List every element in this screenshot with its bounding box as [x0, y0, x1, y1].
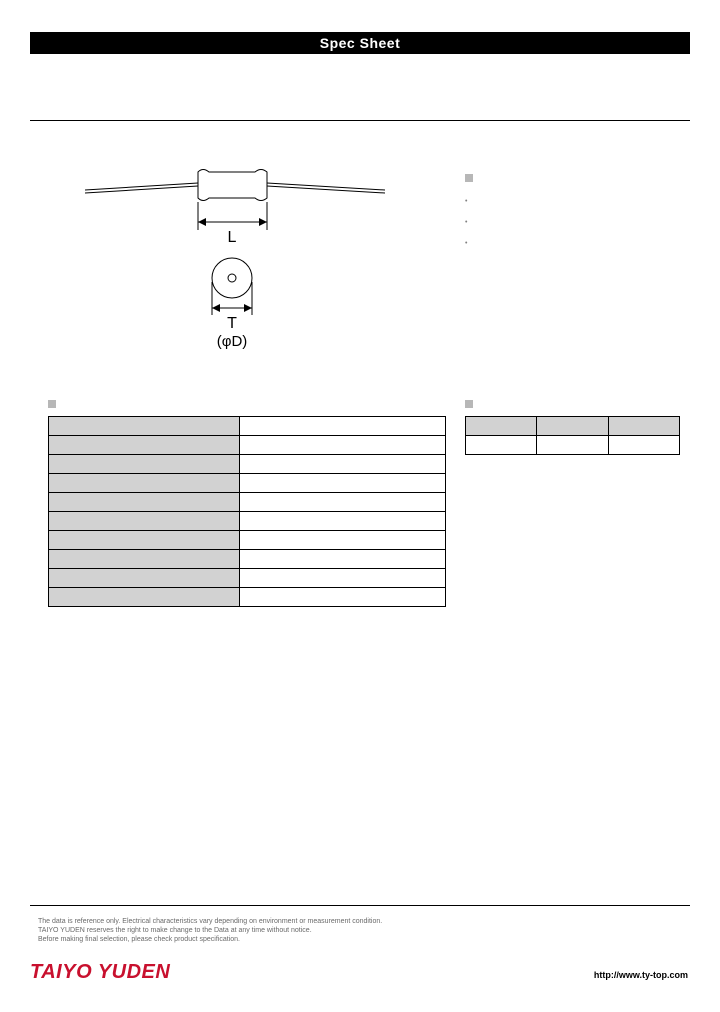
elec-value — [239, 512, 445, 531]
mech-cell — [466, 417, 537, 436]
elec-value — [239, 455, 445, 474]
mech-cell — [537, 436, 608, 455]
bullet-icon — [465, 400, 473, 408]
mechanical-block — [465, 398, 680, 455]
feature-item: • — [465, 240, 675, 247]
elec-value — [239, 531, 445, 550]
elec-value — [239, 417, 445, 436]
brand-logo: TAIYO YUDEN — [30, 961, 170, 984]
elec-label — [49, 493, 240, 512]
feature-item: • — [465, 219, 675, 226]
divider-top — [30, 120, 690, 121]
electrical-block — [48, 398, 446, 607]
elec-value — [239, 588, 445, 607]
elec-label — [49, 455, 240, 474]
elec-label — [49, 569, 240, 588]
footer-url[interactable]: http://www.ty-top.com — [594, 970, 688, 980]
elec-label — [49, 588, 240, 607]
elec-label — [49, 436, 240, 455]
elec-label — [49, 531, 240, 550]
disclaimer-line: Before making final selection, please ch… — [38, 935, 382, 944]
feature-item: • — [465, 198, 675, 205]
dim-label-T: T — [227, 315, 237, 332]
disclaimer-line: TAIYO YUDEN reserves the right to make c… — [38, 926, 382, 935]
electrical-table — [48, 416, 446, 607]
bullet-icon — [465, 174, 473, 182]
mech-cell — [608, 436, 679, 455]
component-diagram: L T (φD) — [85, 160, 385, 350]
disclaimer-line: The data is reference only. Electrical c… — [38, 917, 382, 926]
elec-value — [239, 569, 445, 588]
elec-value — [239, 474, 445, 493]
elec-value — [239, 550, 445, 569]
elec-label — [49, 550, 240, 569]
spec-sheet-header: Spec Sheet — [30, 32, 690, 54]
dim-label-phiD: (φD) — [217, 333, 248, 350]
mechanical-heading — [465, 398, 680, 410]
features-block: • • • — [465, 172, 675, 247]
mech-cell — [466, 436, 537, 455]
mech-cell — [537, 417, 608, 436]
elec-label — [49, 512, 240, 531]
elec-value — [239, 436, 445, 455]
bullet-icon — [48, 400, 56, 408]
dim-label-L: L — [228, 229, 237, 246]
features-heading — [465, 172, 675, 184]
divider-bottom — [30, 905, 690, 906]
mech-cell — [608, 417, 679, 436]
mechanical-table — [465, 416, 680, 455]
elec-label — [49, 417, 240, 436]
elec-value — [239, 493, 445, 512]
elec-label — [49, 474, 240, 493]
electrical-heading — [48, 398, 446, 410]
disclaimer: The data is reference only. Electrical c… — [38, 917, 382, 944]
